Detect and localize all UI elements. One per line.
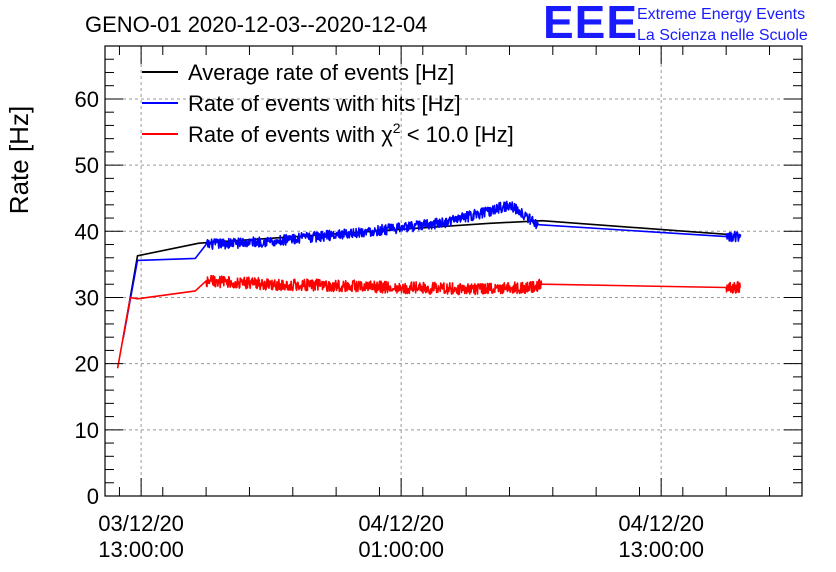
y-tick-label: 40	[75, 219, 99, 244]
axes: 010203040506003/12/2013:00:0004/12/2001:…	[75, 45, 803, 562]
series-lines	[116, 200, 742, 369]
legend-chi-symbol: χ	[381, 122, 393, 147]
legend-label-chi2: Rate of events with χ2 < 10.0 [Hz]	[188, 120, 514, 147]
legend-chi-superscript: 2	[393, 120, 401, 136]
legend-chi2-prefix: Rate of events with	[188, 122, 381, 147]
x-tick-label-date: 03/12/20	[98, 511, 184, 536]
y-tick-label: 10	[75, 418, 99, 443]
chart-title: GENO-01 2020-12-03--2020-12-04	[85, 12, 427, 37]
x-tick-label-time: 13:00:00	[98, 537, 184, 562]
logo-line-2: La Scienza nelle Scuole	[637, 27, 808, 44]
x-tick-label-date: 04/12/20	[618, 511, 704, 536]
legend-chi2-suffix: < 10.0 [Hz]	[401, 122, 514, 147]
legend: Average rate of events [Hz] Rate of even…	[142, 60, 514, 147]
y-tick-label: 20	[75, 352, 99, 377]
legend-label-average: Average rate of events [Hz]	[188, 60, 454, 85]
x-tick-label-time: 01:00:00	[358, 537, 444, 562]
y-tick-label: 50	[75, 153, 99, 178]
y-tick-label: 60	[75, 87, 99, 112]
series-line-2	[122, 200, 742, 339]
y-tick-label: 30	[75, 285, 99, 310]
x-tick-label-time: 13:00:00	[618, 537, 704, 562]
legend-label-hits: Rate of events with hits [Hz]	[188, 91, 461, 116]
logo-mark: EEE	[543, 0, 638, 48]
logo-line-1: Extreme Energy Events	[637, 6, 805, 23]
y-axis-label: Rate [Hz]	[4, 106, 34, 214]
x-tick-label-date: 04/12/20	[358, 511, 444, 536]
y-tick-label: 0	[87, 484, 99, 509]
eee-logo: EEE Extreme Energy Events La Scienza nel…	[543, 0, 808, 48]
grid	[105, 46, 802, 496]
series-line-3	[116, 274, 742, 369]
